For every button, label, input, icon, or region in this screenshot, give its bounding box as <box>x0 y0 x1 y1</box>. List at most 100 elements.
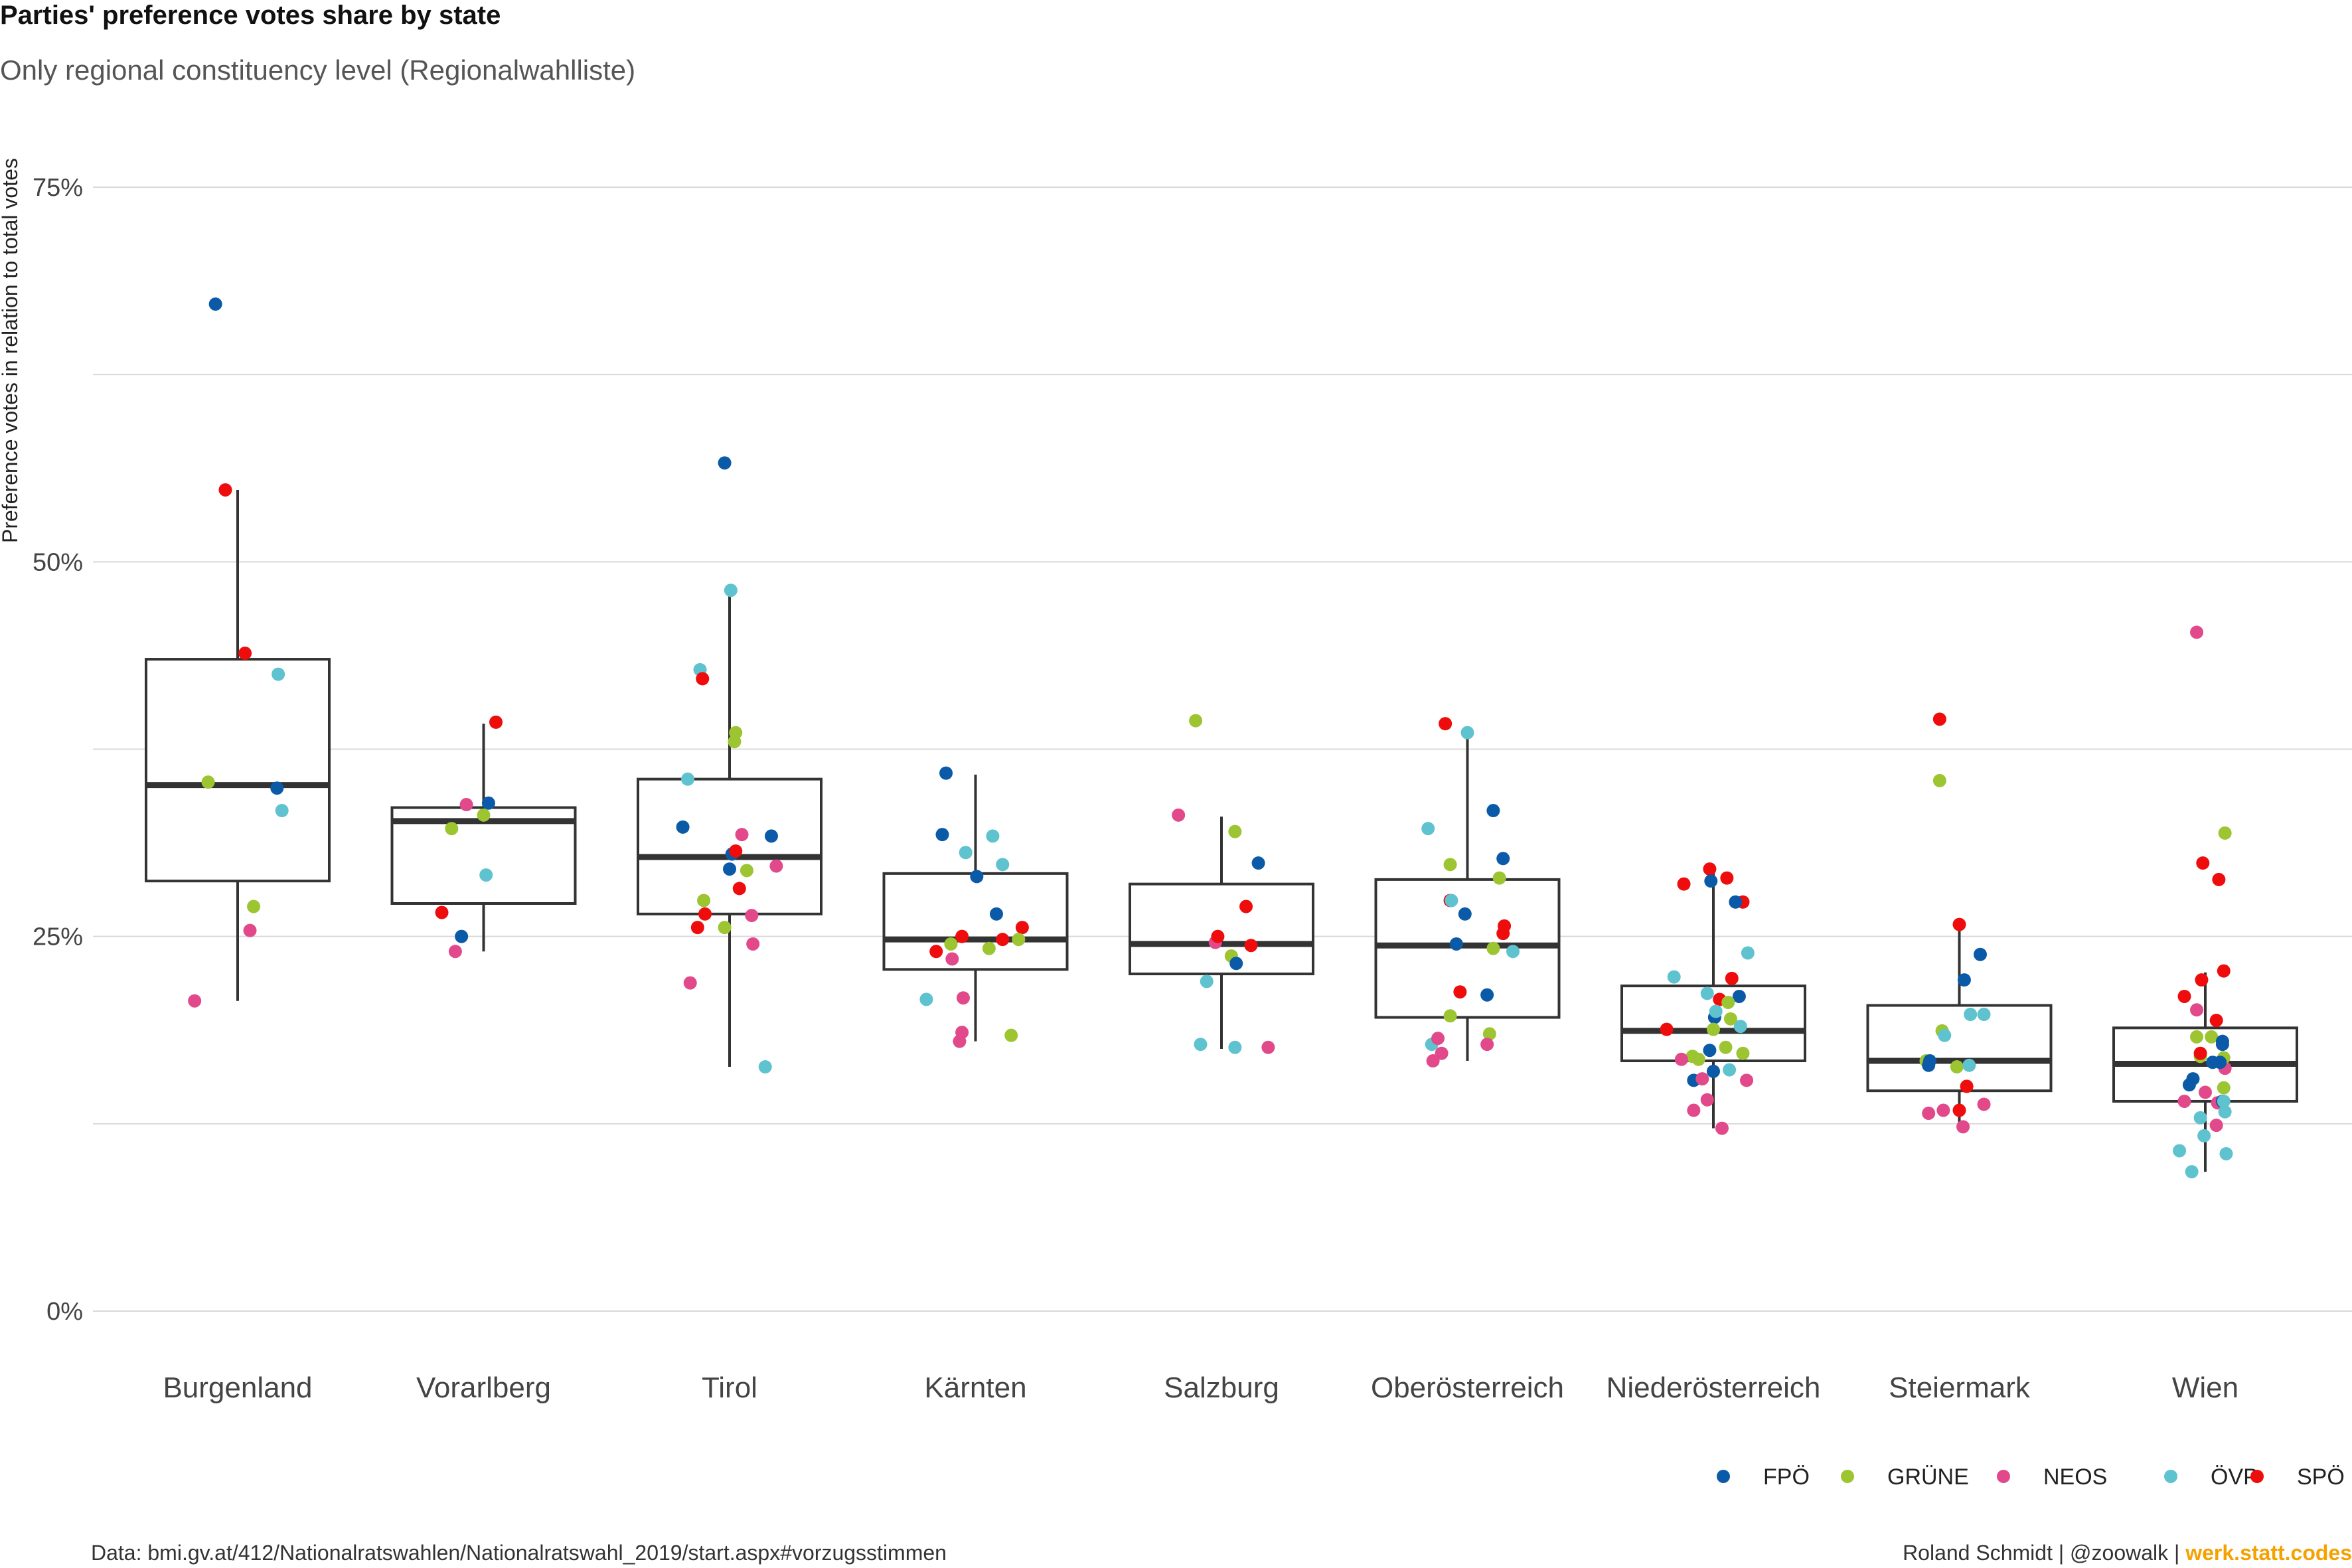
legend-item-fpo: FPÖ <box>1717 1464 1810 1490</box>
point-fpo <box>2182 1078 2196 1092</box>
point-grune <box>1719 1040 1733 1054</box>
point-spo <box>1677 877 1691 891</box>
point-spo <box>2212 872 2226 886</box>
point-fpo <box>1704 874 1718 888</box>
legend-key <box>2250 1470 2264 1483</box>
point-neos <box>1431 1032 1445 1046</box>
brand-link[interactable]: werk.statt.codes <box>2185 1541 2352 1565</box>
author-caption: Roland Schmidt | @zoowalk | werk.statt.c… <box>1903 1541 2352 1565</box>
point-neos <box>459 798 473 812</box>
point-neos <box>2177 1094 2191 1108</box>
point-grune <box>1482 1027 1496 1041</box>
point-neos <box>1956 1120 1970 1134</box>
chart-subtitle: Only regional constituency level (Region… <box>0 54 635 86</box>
point-grune <box>728 735 742 749</box>
legend-label: FPÖ <box>1763 1464 1810 1490</box>
point-fpo <box>455 929 469 943</box>
x-tick-label: Salzburg <box>1164 1372 1279 1404</box>
point-fpo <box>1707 1064 1720 1078</box>
legend-item-spo: SPÖ <box>2250 1464 2345 1490</box>
point-grune <box>1736 1046 1750 1060</box>
point-ovp <box>275 804 289 818</box>
boxplot-steiermark <box>1866 924 2053 1126</box>
x-tick-label: Kärnten <box>924 1372 1026 1404</box>
point-fpo <box>718 456 732 470</box>
point-neos <box>1922 1107 1936 1121</box>
point-fpo <box>1729 895 1743 909</box>
x-tick-label: Burgenland <box>163 1372 312 1404</box>
point-spo <box>1932 712 1946 726</box>
point-grune <box>201 775 215 789</box>
point-ovp <box>1962 1058 1976 1072</box>
point-fpo <box>2215 1038 2229 1052</box>
x-tick-label: Oberösterreich <box>1371 1372 1564 1404</box>
y-tick-label: 50% <box>33 548 83 576</box>
point-grune <box>944 937 958 951</box>
iqr-box <box>1374 878 1561 1019</box>
point-spo <box>955 929 969 943</box>
legend-item-neos: NEOS <box>1997 1464 2107 1490</box>
point-fpo <box>1229 957 1243 971</box>
boxplot-burgenland <box>145 489 331 1001</box>
point-spo <box>698 907 712 921</box>
y-tick-label: 25% <box>33 923 83 951</box>
data-source-caption: Data: bmi.gv.at/412/Nationalratswahlen/N… <box>91 1541 947 1565</box>
point-neos <box>1740 1073 1754 1087</box>
point-grune <box>697 894 711 907</box>
point-neos <box>1715 1121 1729 1135</box>
point-neos <box>735 828 749 842</box>
point-ovp <box>2193 1111 2207 1125</box>
point-grune <box>1012 933 1026 947</box>
point-fpo <box>1703 1044 1717 1058</box>
boxplot-karnten <box>882 774 1069 1042</box>
point-grune <box>982 941 996 955</box>
point-spo <box>729 844 743 858</box>
point-ovp <box>2173 1144 2187 1158</box>
point-grune <box>1004 1028 1018 1042</box>
point-spo <box>1952 917 1966 931</box>
point-fpo <box>723 862 736 876</box>
point-fpo <box>1251 856 1265 870</box>
x-tick-label: Niederösterreich <box>1607 1372 1821 1404</box>
point-spo <box>1239 900 1253 913</box>
point-fpo <box>764 829 778 843</box>
point-spo <box>690 921 704 935</box>
point-neos <box>945 952 959 966</box>
x-tick-label: Tirol <box>702 1372 757 1404</box>
point-ovp <box>2197 1129 2211 1142</box>
point-spo <box>1439 717 1452 731</box>
point-grune <box>1492 871 1506 885</box>
point-fpo <box>970 870 984 884</box>
iqr-box <box>145 658 331 883</box>
point-spo <box>2217 964 2231 978</box>
point-grune <box>247 900 261 913</box>
point-neos <box>1687 1103 1701 1117</box>
point-fpo <box>1458 907 1472 921</box>
point-fpo <box>481 796 495 810</box>
point-fpo <box>935 828 949 842</box>
author-credit: Roland Schmidt | @zoowalk | <box>1903 1541 2185 1565</box>
point-spo <box>1244 939 1258 953</box>
boxplot-tirol <box>637 594 823 1067</box>
point-neos <box>1674 1052 1688 1066</box>
boxplot-salzburg <box>1129 817 1314 1049</box>
data-points <box>188 297 2233 1179</box>
point-ovp <box>724 584 738 597</box>
point-ovp <box>2217 1094 2231 1108</box>
point-neos <box>769 859 783 873</box>
point-grune <box>1723 1012 1737 1026</box>
point-grune <box>2190 1030 2204 1044</box>
point-spo <box>2195 973 2209 987</box>
iqr-box <box>1866 1004 2053 1093</box>
point-spo <box>1720 871 1734 885</box>
y-tick-labels: 0% 25% 50% 75% <box>33 174 83 1326</box>
point-ovp <box>1733 1020 1747 1034</box>
point-ovp <box>1667 970 1681 984</box>
legend-key <box>2164 1470 2177 1483</box>
chart-title: Parties' preference votes share by state <box>0 1 501 30</box>
point-neos <box>2209 1119 2223 1133</box>
point-ovp <box>1741 946 1755 960</box>
point-ovp <box>1709 1004 1723 1018</box>
point-neos <box>1426 1054 1440 1068</box>
legend-key <box>1841 1470 1854 1483</box>
